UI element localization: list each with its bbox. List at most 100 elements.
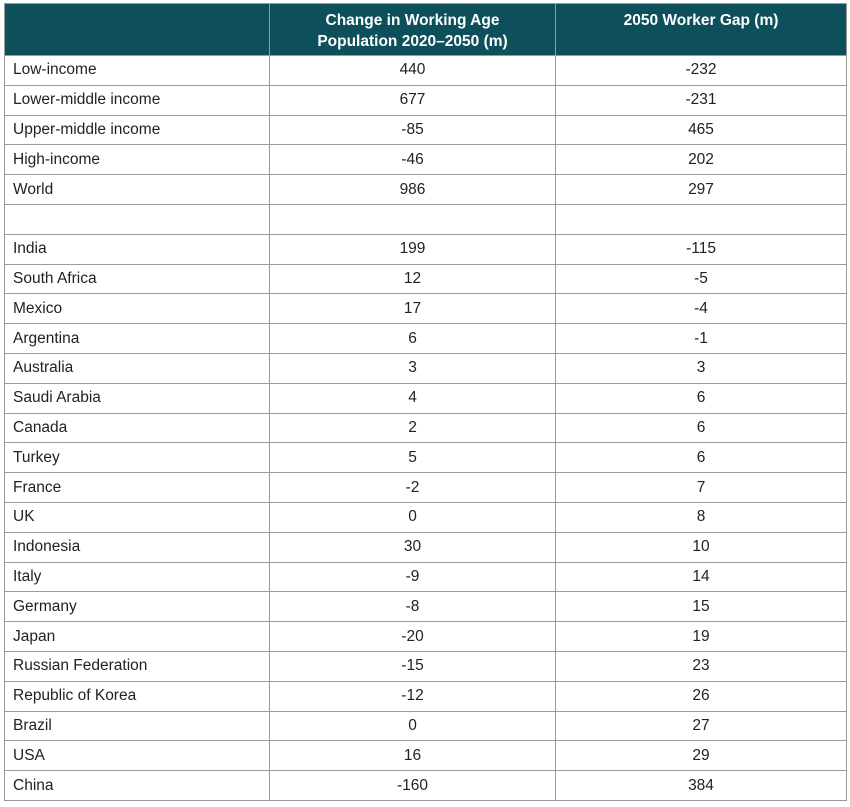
row-name-cell: Republic of Korea — [4, 680, 270, 712]
row-name-cell: Indonesia — [4, 531, 270, 563]
worker-gap-table-container: Change in Working Age Population 2020–20… — [4, 3, 847, 801]
row-gap-cell: 3 — [555, 352, 847, 384]
row-change-cell: 199 — [269, 233, 556, 265]
table-row: High-income -46 202 — [4, 144, 847, 176]
row-name-cell — [4, 203, 270, 235]
table-row: USA 16 29 — [4, 740, 847, 772]
row-gap-cell: 19 — [555, 621, 847, 652]
row-name-cell: Upper-middle income — [4, 114, 270, 146]
row-gap-cell: -115 — [555, 233, 847, 265]
header-change-working-age: Change in Working Age Population 2020–20… — [269, 3, 556, 56]
row-gap-cell: 26 — [555, 680, 847, 712]
row-name-cell: UK — [4, 501, 270, 533]
row-change-cell: 4 — [269, 382, 556, 414]
row-gap-cell: 465 — [555, 114, 847, 146]
header-country — [4, 3, 270, 56]
row-name-cell: Germany — [4, 591, 270, 623]
row-change-cell: -46 — [269, 144, 556, 176]
table-row: Russian Federation -15 23 — [4, 650, 847, 682]
row-change-cell: -8 — [269, 591, 556, 623]
row-gap-cell: 23 — [555, 650, 847, 682]
table-row: Australia 3 3 — [4, 352, 847, 384]
row-change-cell: 986 — [269, 174, 556, 205]
row-change-cell: -20 — [269, 621, 556, 652]
row-name-cell: Mexico — [4, 293, 270, 325]
row-gap-cell: 6 — [555, 382, 847, 414]
header-worker-gap: 2050 Worker Gap (m) — [555, 3, 847, 56]
row-gap-cell — [555, 203, 847, 235]
table-row: Mexico 17 -4 — [4, 293, 847, 325]
table-row: China -160 384 — [4, 770, 847, 801]
table-row: Lower-middle income 677 -231 — [4, 84, 847, 116]
table-row: Germany -8 15 — [4, 591, 847, 623]
row-change-cell: -85 — [269, 114, 556, 146]
row-gap-cell: 29 — [555, 740, 847, 772]
table-row: Canada 2 6 — [4, 412, 847, 444]
table-row: UK 0 8 — [4, 501, 847, 533]
row-gap-cell: 10 — [555, 531, 847, 563]
row-name-cell: Lower-middle income — [4, 84, 270, 116]
row-change-cell: 6 — [269, 323, 556, 354]
row-change-cell: 0 — [269, 710, 556, 742]
row-change-cell: 17 — [269, 293, 556, 325]
table-row: Italy -9 14 — [4, 561, 847, 593]
row-change-cell: 440 — [269, 55, 556, 86]
table-body: Low-income 440 -232 Lower-middle income 677-… — [4, 55, 847, 801]
row-gap-cell: 202 — [555, 144, 847, 176]
row-name-cell: South Africa — [4, 263, 270, 295]
row-name-cell: Low-income — [4, 55, 270, 86]
row-name-cell: Italy — [4, 561, 270, 593]
row-gap-cell: 14 — [555, 561, 847, 593]
table-row: Brazil 0 27 — [4, 710, 847, 742]
table-row: South Africa 12 -5 — [4, 263, 847, 295]
header-row: Change in Working Age Population 2020–20… — [4, 3, 847, 56]
row-name-cell: World — [4, 174, 270, 205]
table-row: Republic of Korea -12 26 — [4, 680, 847, 712]
row-name-cell: Saudi Arabia — [4, 382, 270, 414]
row-change-cell: 12 — [269, 263, 556, 295]
table-row: Argentina 6 -1 — [4, 323, 847, 354]
row-name-cell: Argentina — [4, 323, 270, 354]
row-gap-cell: 384 — [555, 770, 847, 801]
row-name-cell: Canada — [4, 412, 270, 444]
row-change-cell: 3 — [269, 352, 556, 384]
row-gap-cell: -1 — [555, 323, 847, 354]
row-gap-cell: 7 — [555, 472, 847, 503]
row-gap-cell: -4 — [555, 293, 847, 325]
worker-gap-table: Change in Working Age Population 2020–20… — [4, 3, 847, 801]
row-change-cell — [269, 203, 556, 235]
row-change-cell: 2 — [269, 412, 556, 444]
row-name-cell: Turkey — [4, 442, 270, 474]
row-gap-cell: 8 — [555, 501, 847, 533]
table-spacer-row — [4, 203, 847, 235]
table-row: Low-income 440 -232 — [4, 55, 847, 86]
row-name-cell: Australia — [4, 352, 270, 384]
table-header: Change in Working Age Population 2020–20… — [4, 3, 847, 56]
row-gap-cell: 6 — [555, 412, 847, 444]
row-name-cell: Russian Federation — [4, 650, 270, 682]
row-name-cell: Japan — [4, 621, 270, 652]
row-gap-cell: 27 — [555, 710, 847, 742]
row-gap-cell: 15 — [555, 591, 847, 623]
table-row: Indonesia 30 10 — [4, 531, 847, 563]
table-row: Turkey 5 6 — [4, 442, 847, 474]
row-name-cell: China — [4, 770, 270, 801]
row-gap-cell: 297 — [555, 174, 847, 205]
row-gap-cell: 6 — [555, 442, 847, 474]
table-row: World 986 297 — [4, 174, 847, 205]
row-change-cell: -12 — [269, 680, 556, 712]
table-row: Japan -20 19 — [4, 621, 847, 652]
row-change-cell: 16 — [269, 740, 556, 772]
table-row: India 199 -115 — [4, 233, 847, 265]
table-row: France -2 7 — [4, 472, 847, 503]
row-change-cell: -160 — [269, 770, 556, 801]
row-name-cell: USA — [4, 740, 270, 772]
row-name-cell: France — [4, 472, 270, 503]
row-gap-cell: -5 — [555, 263, 847, 295]
row-name-cell: India — [4, 233, 270, 265]
row-name-cell: Brazil — [4, 710, 270, 742]
row-gap-cell: -232 — [555, 55, 847, 86]
row-change-cell: -15 — [269, 650, 556, 682]
row-change-cell: 0 — [269, 501, 556, 533]
row-change-cell: 5 — [269, 442, 556, 474]
